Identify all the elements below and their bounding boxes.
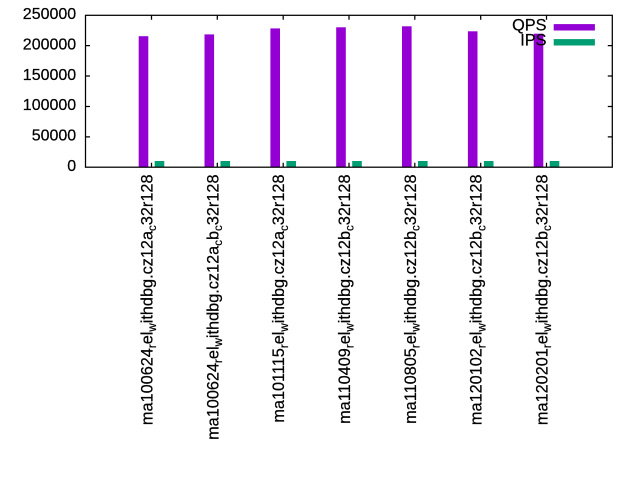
svg-text:0: 0 — [67, 158, 76, 175]
svg-text:200000: 200000 — [23, 36, 76, 53]
svg-text:ma120201relwithdbg.cz12bc32r12: ma120201relwithdbg.cz12bc32r128 — [534, 175, 555, 426]
svg-text:150000: 150000 — [23, 67, 76, 84]
svg-text:250000: 250000 — [23, 6, 76, 23]
svg-text:50000: 50000 — [32, 128, 77, 145]
svg-text:100000: 100000 — [23, 97, 76, 114]
svg-text:ma100624relwithdbg.cz12ac32r12: ma100624relwithdbg.cz12ac32r128 — [139, 175, 160, 426]
svg-text:ma101115relwithdbg.cz12ac32r12: ma101115relwithdbg.cz12ac32r128 — [270, 175, 291, 423]
svg-text:IPS: IPS — [520, 31, 546, 49]
svg-text:ma100624relwithdbg.cz12acbc32r: ma100624relwithdbg.cz12acbc32r128 — [204, 175, 225, 440]
svg-text:QPS: QPS — [512, 16, 547, 34]
svg-text:ma120102relwithdbg.cz12bc32r12: ma120102relwithdbg.cz12bc32r128 — [468, 175, 489, 426]
svg-text:ma110409relwithdbg.cz12bc32r12: ma110409relwithdbg.cz12bc32r128 — [336, 175, 357, 424]
svg-text:ma110805relwithdbg.cz12bc32r12: ma110805relwithdbg.cz12bc32r128 — [402, 175, 423, 424]
